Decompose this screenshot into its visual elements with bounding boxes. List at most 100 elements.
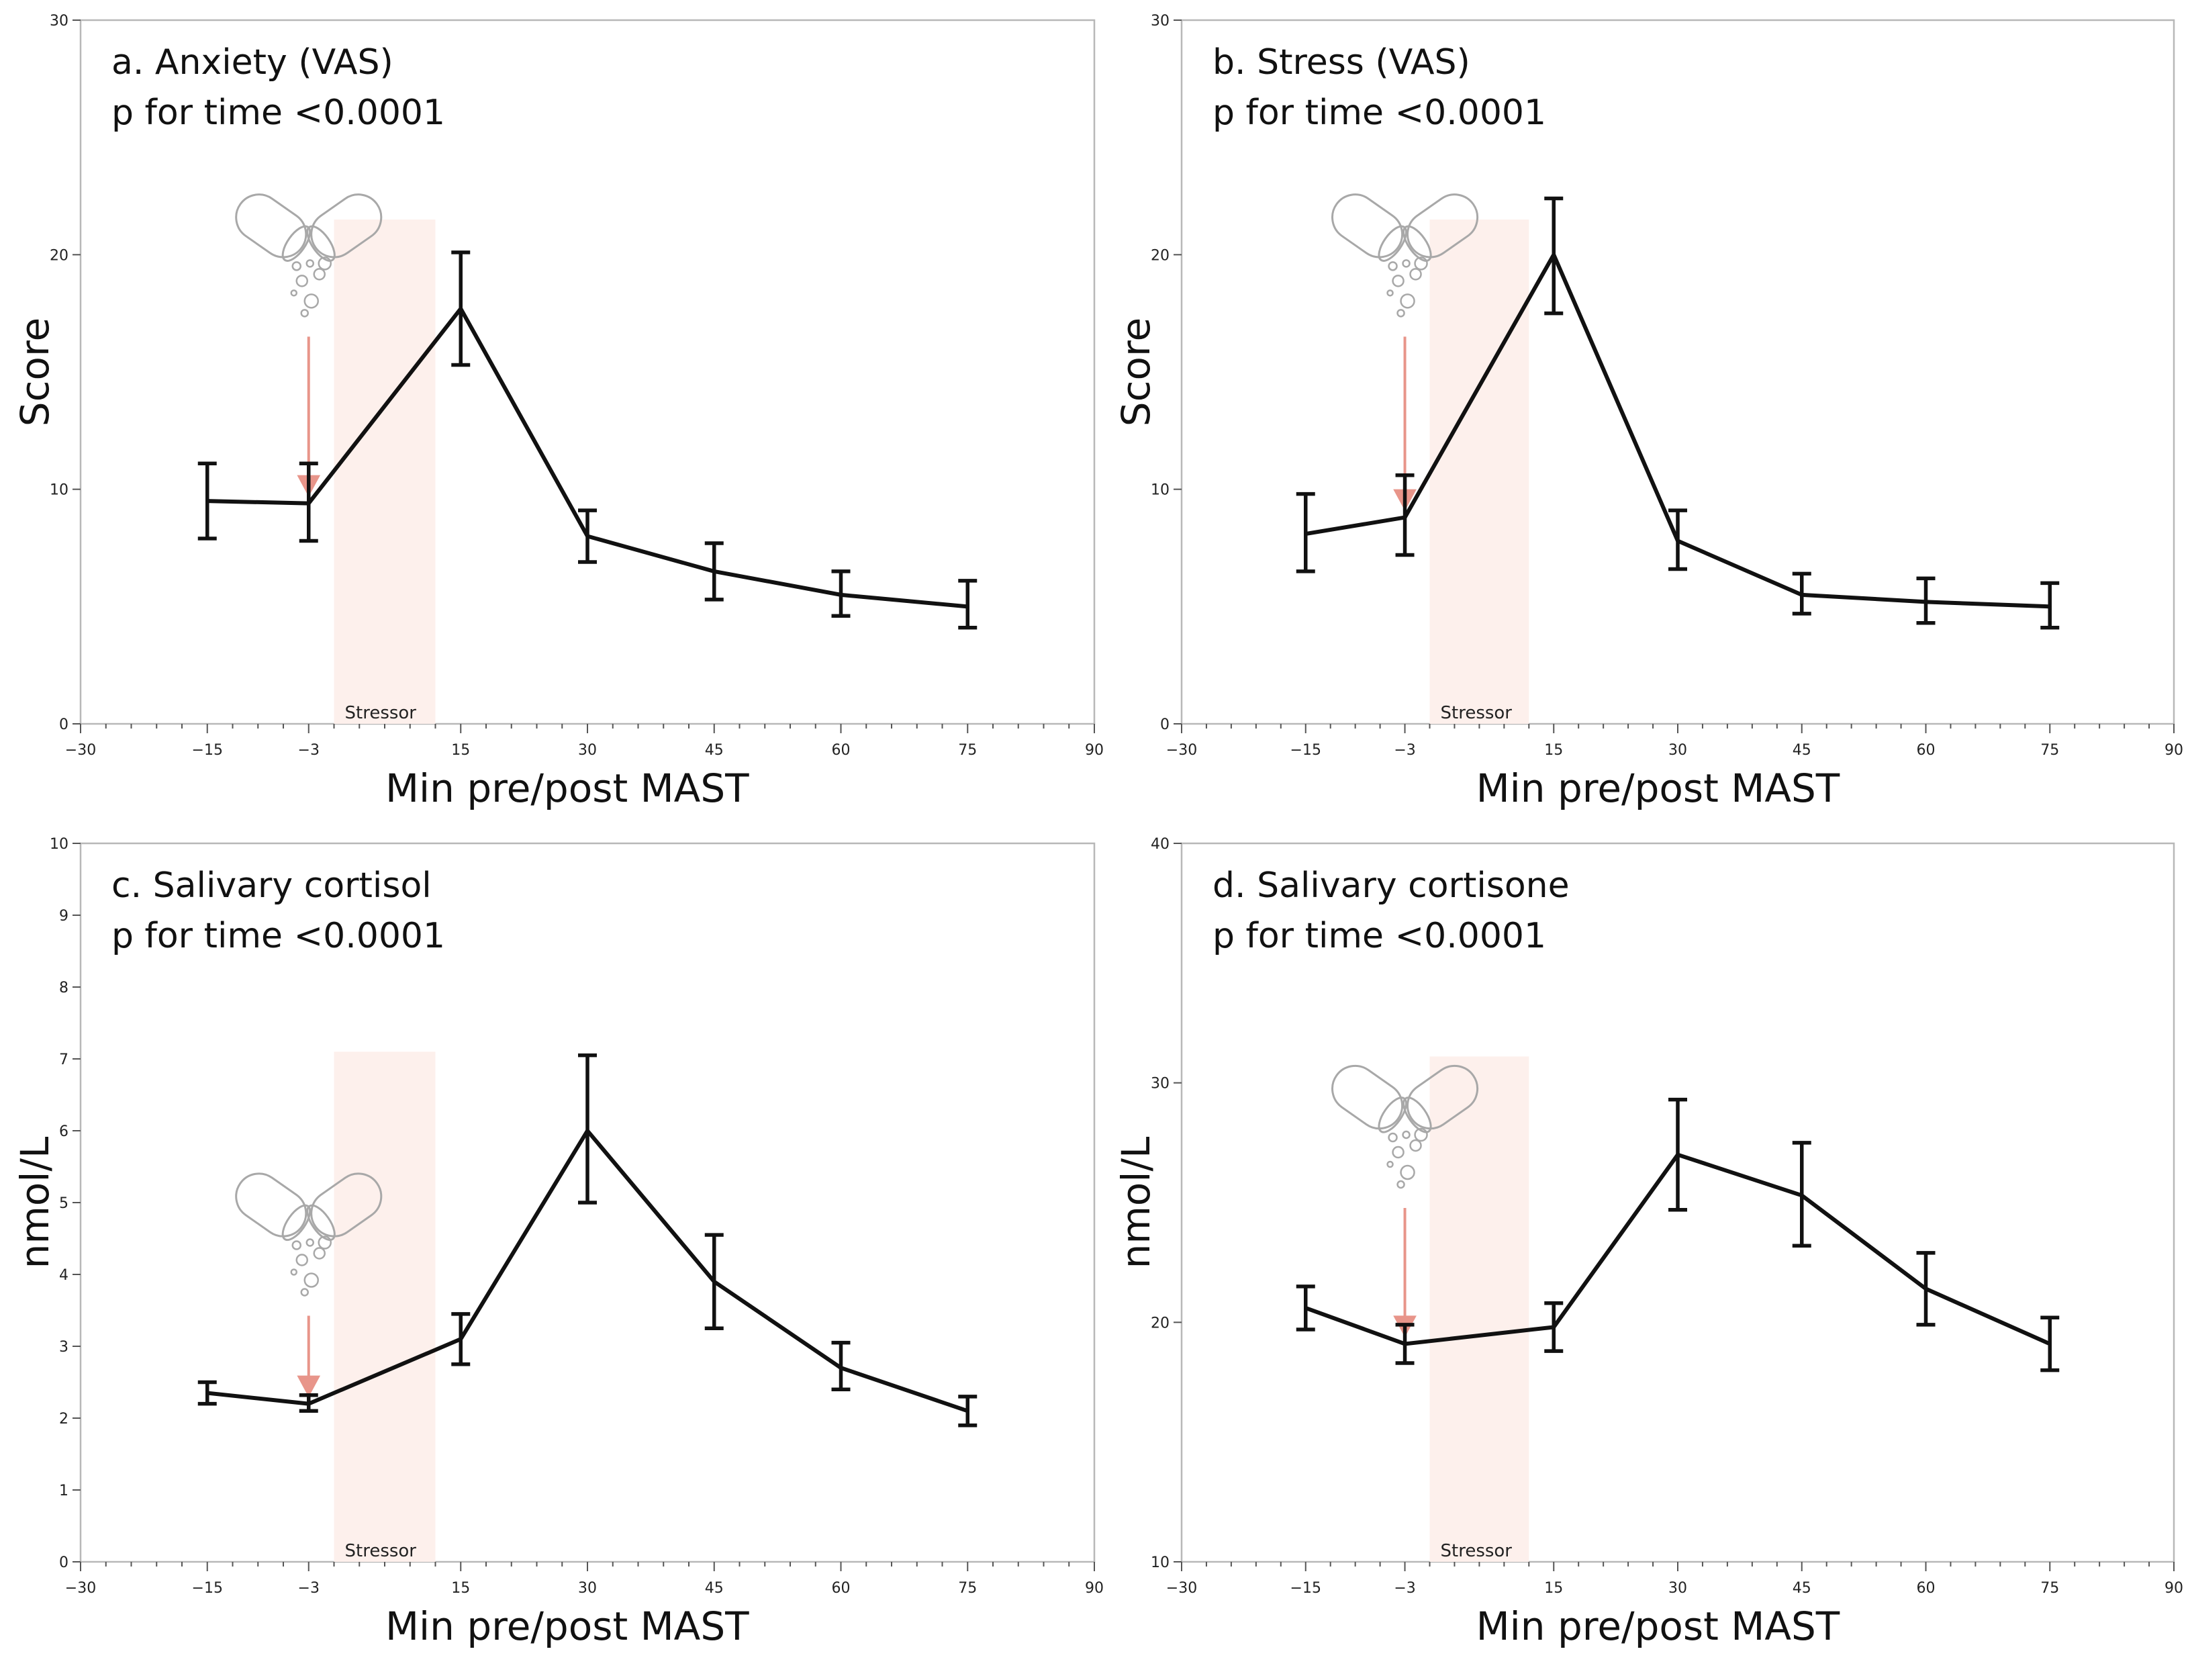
x-tick-label: −3 <box>1394 742 1415 759</box>
x-tick-label: −15 <box>192 1580 223 1597</box>
error-bar <box>1544 196 1564 316</box>
data-point <box>587 535 588 537</box>
capsule-left-rim <box>1378 225 1407 262</box>
y-tick-label: 10 <box>1151 482 1170 499</box>
bubble <box>290 289 297 297</box>
data-point <box>1925 1288 1927 1290</box>
x-axis-label: Min pre/post MAST <box>1476 765 1840 811</box>
y-tick-label: 0 <box>59 1554 68 1571</box>
stressor-label: Stressor <box>1441 1541 1513 1561</box>
error-bar <box>1296 492 1315 573</box>
data-point <box>2049 606 2051 608</box>
y-tick-label: 10 <box>1151 1554 1170 1571</box>
bubble <box>313 268 326 281</box>
data-point <box>1801 1195 1803 1197</box>
capsule-icon <box>1331 1064 1479 1189</box>
bubble <box>1386 1160 1394 1168</box>
bubble <box>305 259 314 268</box>
data-point <box>967 606 969 608</box>
y-tick-label: 2 <box>59 1411 68 1428</box>
capsule-icon <box>1331 193 1479 318</box>
y-tick-label: 20 <box>1151 247 1170 264</box>
x-tick-label: 45 <box>1793 742 1811 759</box>
y-tick-label: 30 <box>1151 1076 1170 1092</box>
series-marks <box>1296 196 2060 630</box>
panel-title: a. Anxiety (VAS) <box>111 42 393 83</box>
x-tick-label: −30 <box>65 1580 96 1597</box>
x-tick-label: −3 <box>298 742 320 759</box>
x-axis-label: Min pre/post MAST <box>385 765 749 811</box>
x-tick-label: −3 <box>298 1580 320 1597</box>
error-bar <box>1792 1141 1811 1248</box>
bubble <box>1388 1132 1398 1143</box>
x-tick-label: 75 <box>958 742 977 759</box>
x-tick-label: −3 <box>1394 1580 1415 1597</box>
data-point <box>460 1338 462 1340</box>
capsule-right-rim <box>1402 225 1432 262</box>
axis-ticks: −30 −15 −3 15 30 45 60 75 90 0 10 20 30 <box>50 13 1104 759</box>
data-point <box>713 1280 715 1282</box>
capsule-left-half <box>1331 193 1404 259</box>
y-axis-label: Score <box>1113 318 1159 426</box>
data-point <box>713 570 715 572</box>
panel-subtitle: p for time <0.0001 <box>1212 93 1546 133</box>
data-point <box>1404 516 1406 518</box>
y-tick-label: 10 <box>50 482 68 499</box>
x-tick-label: 90 <box>2165 742 2183 759</box>
capsule-right-rim <box>306 1204 336 1242</box>
data-point <box>206 500 208 502</box>
x-tick-label: 90 <box>1085 1580 1104 1597</box>
data-point <box>460 308 462 310</box>
x-tick-label: 30 <box>578 1580 597 1597</box>
y-tick-label: 30 <box>1151 13 1170 30</box>
x-tick-label: 15 <box>1544 1580 1563 1597</box>
bubble <box>1414 256 1428 271</box>
x-tick-label: 30 <box>1668 1580 1687 1597</box>
error-bar <box>831 569 851 618</box>
stressor-label: Stressor <box>1441 703 1513 723</box>
data-point <box>967 1410 969 1412</box>
panel-title: d. Salivary cortisone <box>1212 866 1570 906</box>
data-point <box>1677 1154 1678 1156</box>
capsule-right-rim <box>1402 1096 1432 1133</box>
capsule-left-half <box>235 1172 307 1238</box>
data-point <box>1553 254 1555 256</box>
panel-cortisol: Stressor c. Salivary cortisol p for time… <box>12 836 1104 1649</box>
bubble <box>291 1240 301 1250</box>
x-tick-label: 45 <box>705 1580 724 1597</box>
panel-subtitle: p for time <0.0001 <box>111 93 445 133</box>
y-tick-label: 0 <box>1160 716 1170 733</box>
bubble <box>305 1238 314 1247</box>
bubble <box>1409 268 1422 281</box>
bubble <box>1414 1127 1428 1142</box>
bubble <box>295 1254 308 1266</box>
error-bar <box>1916 576 1936 625</box>
data-point <box>840 1367 842 1369</box>
x-tick-label: 90 <box>1085 742 1104 759</box>
x-tick-label: 45 <box>705 742 724 759</box>
panel-title: c. Salivary cortisol <box>111 866 432 906</box>
error-bar <box>958 579 978 630</box>
x-tick-label: 15 <box>451 742 470 759</box>
bubble <box>1409 1139 1422 1152</box>
panel-subtitle: p for time <0.0001 <box>111 916 445 956</box>
data-point <box>1801 594 1803 596</box>
y-tick-label: 7 <box>59 1052 68 1068</box>
bubble <box>300 1288 309 1297</box>
x-tick-label: 15 <box>451 1580 470 1597</box>
bubble <box>1400 1164 1415 1180</box>
capsule-icon <box>235 1172 383 1297</box>
capsule-left-rim <box>1378 1096 1407 1133</box>
axis-ticks: −30 −15 −3 15 30 45 60 75 90 10 20 30 40 <box>1151 836 2183 1597</box>
error-bar <box>831 1340 851 1391</box>
x-tick-label: 75 <box>958 1580 977 1597</box>
x-tick-label: −15 <box>1290 742 1321 759</box>
y-tick-label: 10 <box>50 836 68 853</box>
y-tick-label: 40 <box>1151 836 1170 853</box>
capsule-right-half <box>1407 1064 1479 1130</box>
y-tick-label: 20 <box>1151 1315 1170 1332</box>
y-axis-label: nmol/L <box>12 1137 58 1269</box>
x-axis-label: Min pre/post MAST <box>385 1603 749 1649</box>
stressor-band <box>1429 1056 1529 1562</box>
capsule-left-half <box>1331 1064 1404 1130</box>
